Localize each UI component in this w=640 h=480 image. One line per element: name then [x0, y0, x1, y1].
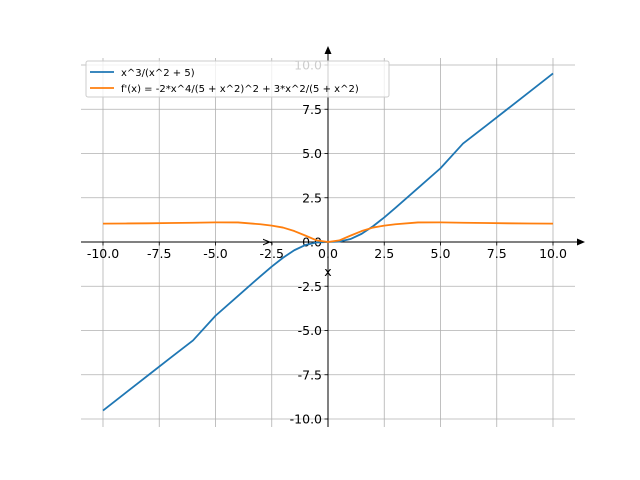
- y-axis-arrow-icon: [324, 46, 332, 54]
- y-tick-label-1: -7.5: [298, 367, 322, 382]
- y-axis-label: y: [258, 238, 273, 246]
- legend-entry-1: f'(x) = -2*x^4/(5 + x^2)^2 + 3*x^2/(5 + …: [121, 84, 359, 95]
- x-tick-label-3: -2.5: [260, 246, 284, 261]
- legend-box: [85, 60, 390, 98]
- y-tick-label-3: -2.5: [298, 279, 322, 294]
- y-tick-label-2: -5.0: [298, 323, 322, 338]
- y-tick-label-0: -10.0: [290, 412, 322, 427]
- legend-entry-0: x^3/(x^2 + 5): [121, 68, 195, 79]
- y-tick-label-5: 2.5: [302, 190, 322, 205]
- series-lines: [102, 72, 554, 412]
- y-tick-label-4: 0.0: [302, 235, 322, 250]
- x-tick-label-1: -7.5: [147, 246, 171, 261]
- x-tick-label-0: -10.0: [87, 246, 119, 261]
- legend: x^3/(x^2 + 5) f'(x) = -2*x^4/(5 + x^2)^2…: [85, 60, 390, 98]
- axes: [81, 46, 585, 427]
- x-tick-label-8: 10.0: [539, 246, 567, 261]
- y-tick-label-6: 5.0: [302, 146, 322, 161]
- x-tick-label-7: 7.5: [487, 246, 507, 261]
- x-tick-label-6: 5.0: [431, 246, 451, 261]
- x-tick-label-2: -5.0: [203, 246, 227, 261]
- x-tick-label-5: 2.5: [374, 246, 394, 261]
- x-axis-arrow-icon: [577, 238, 585, 246]
- tick-labels: -10.0 -7.5 -5.0 -2.5 0.0 2.5 5.0 7.5 10.0 -10.0 -7…: [87, 58, 567, 427]
- x-axis-label: x: [324, 264, 331, 279]
- x-tick-label-4: 0.0: [318, 246, 338, 261]
- y-tick-label-7: 7.5: [302, 102, 322, 117]
- series-line-1: [102, 221, 554, 243]
